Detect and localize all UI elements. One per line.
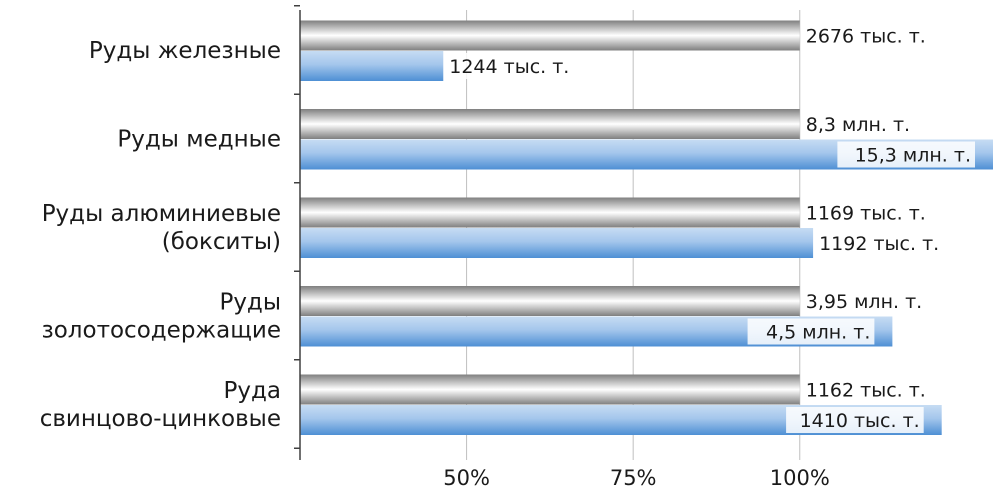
data-label-bg <box>837 141 975 168</box>
data-label: 1410 тыс. т. <box>800 410 920 432</box>
data-label-bg <box>801 111 929 137</box>
data-label-bg <box>445 53 583 79</box>
category-label: Руды <box>219 290 281 316</box>
data-label-bg <box>786 407 924 433</box>
bars <box>300 20 993 435</box>
data-label: 3,95 млн. т. <box>806 291 922 313</box>
data-label-bg <box>747 318 875 345</box>
bar <box>300 20 800 51</box>
data-label: 1162 тыс. т. <box>806 380 926 402</box>
category-label: свинцово-цинковые <box>40 406 281 432</box>
data-label: 1169 тыс. т. <box>806 203 926 225</box>
data-label-bg <box>801 376 940 403</box>
bar <box>300 286 800 316</box>
data-label-bg <box>801 22 940 49</box>
axes <box>294 5 301 460</box>
category-label: Руды алюминиевые <box>42 201 281 227</box>
category-label: Руда <box>224 378 281 404</box>
bar <box>300 109 800 139</box>
bar <box>300 51 444 81</box>
category-label: золотосодержащие <box>42 318 282 344</box>
bar <box>300 374 800 405</box>
category-label: Руды железные <box>89 38 281 64</box>
bar <box>300 228 814 258</box>
bar <box>300 197 800 228</box>
data-label: 15,3 млн. т. <box>855 145 971 167</box>
x-tick-label: 50% <box>443 466 490 490</box>
data-label-bg <box>815 230 953 256</box>
category-label: (бокситы) <box>162 229 281 255</box>
data-label-bg <box>801 288 940 314</box>
x-tick-label: 75% <box>610 466 657 490</box>
data-label: 2676 тыс. т. <box>806 26 926 48</box>
data-label-bg <box>801 199 940 226</box>
data-label: 1192 тыс. т. <box>819 233 939 255</box>
labels: 50% 75% 100% 2676 тыс. т. 8,3 млн. т. 1169 ты… <box>40 22 975 490</box>
x-tick-label: 100% <box>770 466 830 490</box>
data-label: 1244 тыс. т. <box>449 56 569 78</box>
data-label: 8,3 млн. т. <box>806 114 910 136</box>
category-label: Руды медные <box>117 127 281 153</box>
data-label: 4,5 млн. т. <box>766 322 870 344</box>
